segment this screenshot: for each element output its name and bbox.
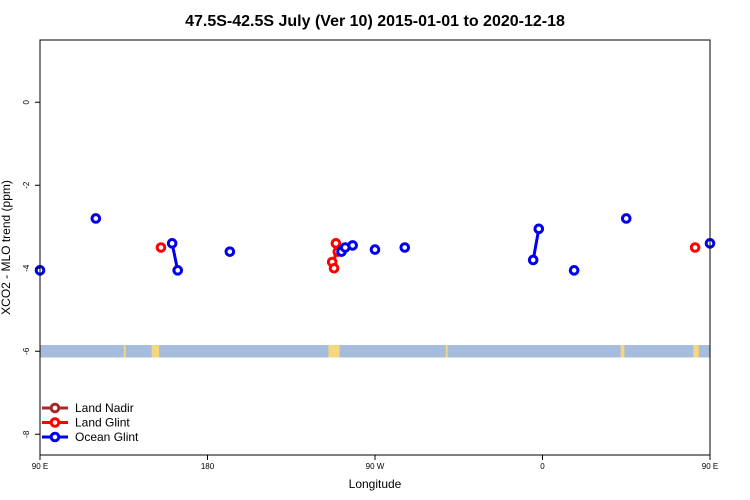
y-tick-label: 0: [22, 99, 31, 104]
data-points: [34, 213, 716, 276]
x-tick-label: 90 W: [366, 462, 385, 471]
legend-marker: [49, 417, 61, 428]
y-tick-label: -6: [22, 347, 31, 355]
land-patch: [328, 345, 340, 358]
data-point: [347, 240, 358, 251]
y-axis: 0 -2 -4 -6 -8: [22, 99, 40, 438]
y-tick-label: -4: [22, 264, 31, 272]
data-point: [527, 254, 539, 266]
land-patch: [151, 345, 160, 358]
data-point: [568, 265, 580, 276]
data-point: [166, 238, 178, 249]
data-point: [155, 242, 167, 253]
data-point: [533, 223, 545, 235]
x-tick-label: 180: [201, 462, 215, 471]
x-tick-label: 0: [540, 462, 545, 471]
land-patch: [620, 345, 625, 358]
x-tick-label: 90 E: [32, 462, 48, 471]
data-point: [90, 213, 102, 224]
x-axis: 90 E 180 90 W 0 90 E: [32, 455, 718, 471]
legend-marker: [49, 402, 61, 414]
land-ocean-strip: [40, 345, 710, 358]
data-point: [172, 265, 184, 276]
legend-label: Ocean Glint: [75, 430, 139, 444]
data-point: [620, 213, 632, 224]
ocean-band: [40, 345, 710, 358]
land-patch: [445, 345, 448, 358]
data-point: [369, 244, 381, 255]
y-tick-label: -2: [22, 181, 31, 189]
legend-label: Land Glint: [75, 416, 130, 430]
y-tick-label: -8: [22, 430, 31, 438]
data-point: [399, 242, 411, 253]
y-axis-label: XCO2 - MLO trend (ppm): [0, 180, 13, 315]
data-point: [328, 262, 340, 274]
x-tick-label: 90 E: [702, 462, 718, 471]
land-patch: [693, 345, 699, 358]
legend-marker: [49, 431, 61, 443]
data-point: [330, 238, 342, 249]
data-point: [224, 246, 236, 257]
land-patch: [123, 345, 126, 358]
legend-label: Land Nadir: [75, 401, 134, 415]
data-point: [689, 242, 701, 253]
chart-title: 47.5S-42.5S July (Ver 10) 2015-01-01 to …: [185, 13, 565, 30]
x-axis-label: Longitude: [349, 477, 402, 491]
